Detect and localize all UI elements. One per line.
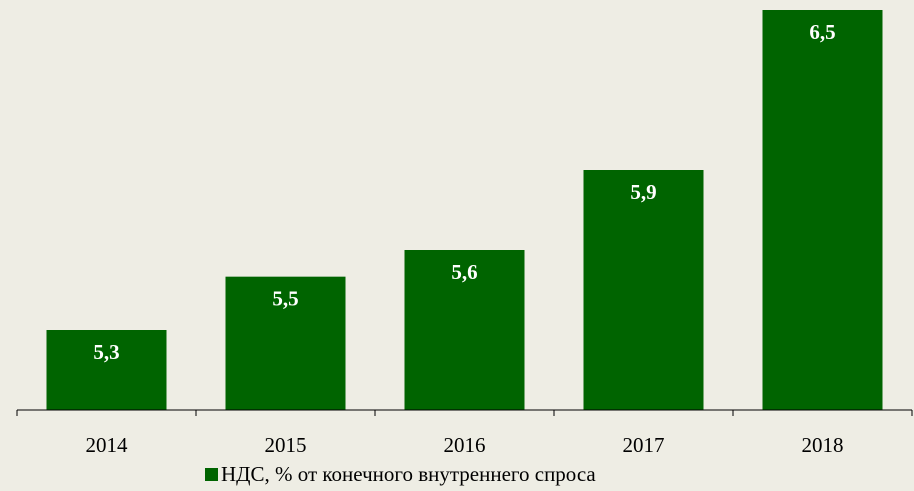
bar (46, 330, 167, 410)
bar (404, 250, 525, 410)
x-tick-label: 2018 (802, 433, 844, 457)
bar (225, 276, 346, 410)
legend-swatch (205, 468, 218, 481)
data-label: 6,5 (809, 20, 835, 44)
x-tick-label: 2014 (86, 433, 129, 457)
data-label: 5,5 (272, 286, 298, 310)
x-tick-label: 2016 (444, 433, 486, 457)
bar (762, 10, 883, 410)
bar (583, 170, 704, 410)
legend-label: НДС, % от конечного внутреннего спроса (221, 462, 596, 486)
x-tick-label: 2015 (265, 433, 307, 457)
data-label: 5,6 (451, 260, 477, 284)
x-tick-label: 2017 (623, 433, 665, 457)
data-label: 5,9 (630, 180, 656, 204)
data-label: 5,3 (93, 340, 119, 364)
